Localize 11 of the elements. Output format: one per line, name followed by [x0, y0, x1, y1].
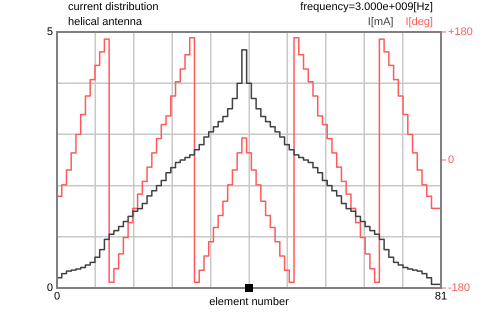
chart-subtitle: helical antenna: [68, 16, 143, 28]
x-axis-title: element number: [209, 296, 290, 308]
text: I[mA]: [368, 16, 394, 28]
chart-title: current distribution: [68, 1, 158, 14]
y2-tick-label: +180: [448, 26, 473, 38]
y-tick-label: 5: [46, 26, 53, 38]
text: frequency=3.000e+009[Hz]: [300, 1, 433, 14]
text: I[deg]: [405, 16, 433, 28]
y2-tick-label: 0: [448, 154, 454, 166]
x-tick-label: 81: [434, 290, 448, 303]
y2-tick-label: -180: [448, 282, 470, 294]
